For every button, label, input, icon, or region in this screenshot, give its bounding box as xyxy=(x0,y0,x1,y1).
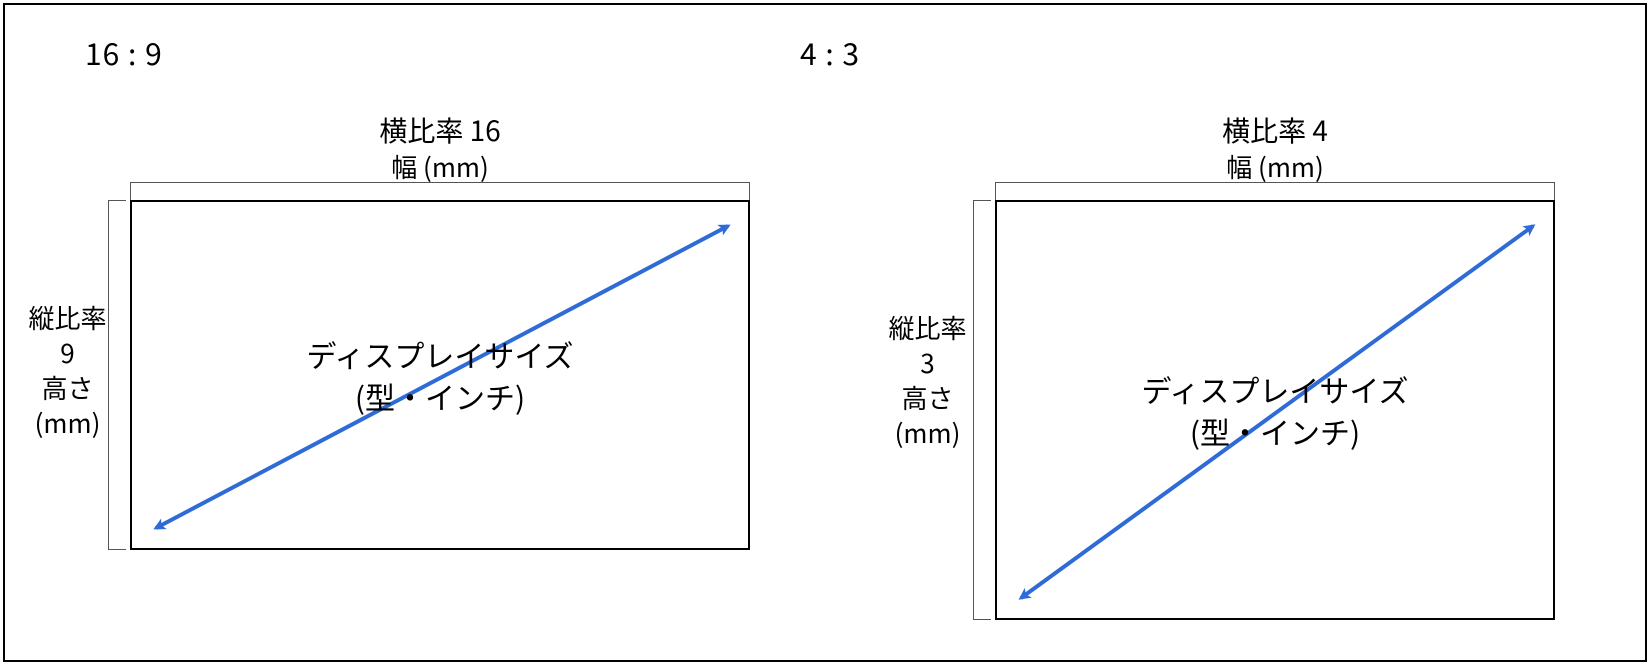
display-rect-16-9: ディスプレイサイズ (型・インチ) xyxy=(130,200,750,550)
center-line1-16: ディスプレイサイズ xyxy=(307,332,574,376)
side-ratio-value-4: 3 xyxy=(920,344,934,381)
figure-canvas: 16 : 9 横比率 16 幅 (mm) 縦比率 9 高さ (mm) xyxy=(0,0,1650,665)
side-ratio-value-16: 9 xyxy=(60,334,74,371)
side-ratio-label-16: 縦比率 xyxy=(28,299,106,336)
top-width-label-4: 幅 (mm) xyxy=(995,148,1555,185)
side-height-label-4: 高さ xyxy=(901,379,953,416)
center-text-4-3: ディスプレイサイズ (型・インチ) xyxy=(997,368,1553,452)
side-height-unit-16: (mm) xyxy=(35,404,101,441)
center-line2-16: (型・インチ) xyxy=(355,374,525,418)
top-bracket-16 xyxy=(130,182,750,200)
panel-16-9: 16 : 9 横比率 16 幅 (mm) 縦比率 9 高さ (mm) xyxy=(0,0,825,665)
side-labels-16: 縦比率 9 高さ (mm) xyxy=(20,300,115,440)
left-bracket-16 xyxy=(108,200,126,550)
side-labels-4: 縦比率 3 高さ (mm) xyxy=(880,310,975,450)
ratio-title-4-3: 4 : 3 xyxy=(800,30,860,74)
side-height-label-16: 高さ xyxy=(41,369,93,406)
panel-4-3: 4 : 3 横比率 4 幅 (mm) 縦比率 3 高さ (mm) xyxy=(800,0,1650,665)
display-rect-4-3: ディスプレイサイズ (型・インチ) xyxy=(995,200,1555,620)
top-ratio-label-4: 横比率 4 xyxy=(995,110,1555,150)
top-bracket-4 xyxy=(995,182,1555,200)
top-ratio-label-16: 横比率 16 xyxy=(130,110,750,150)
side-ratio-label-4: 縦比率 xyxy=(888,309,966,346)
ratio-title-16-9: 16 : 9 xyxy=(85,30,163,74)
top-width-label-16: 幅 (mm) xyxy=(130,148,750,185)
side-height-unit-4: (mm) xyxy=(895,414,961,451)
center-line1-4: ディスプレイサイズ xyxy=(1142,367,1409,411)
left-bracket-4 xyxy=(973,200,991,620)
center-line2-4: (型・インチ) xyxy=(1190,409,1360,453)
center-text-16-9: ディスプレイサイズ (型・インチ) xyxy=(132,333,748,417)
